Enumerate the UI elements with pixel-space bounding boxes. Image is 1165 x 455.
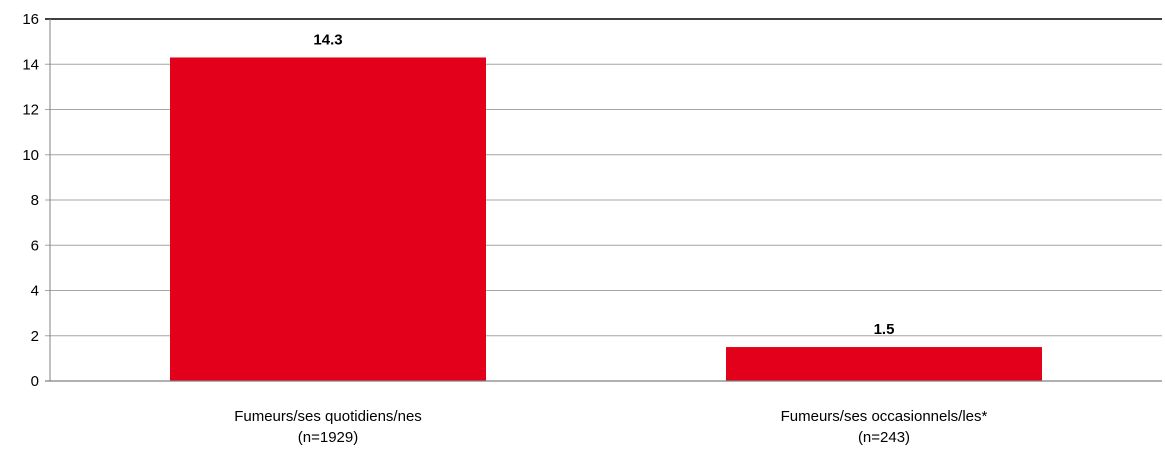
data-label: 14.3: [313, 31, 342, 48]
x-tick-label: (n=243): [858, 429, 910, 446]
x-tick-label: Fumeurs/ses quotidiens/nes: [234, 408, 422, 425]
x-axis-labels: Fumeurs/ses quotidiens/nes (n=1929) Fumeur…: [234, 408, 987, 446]
data-labels: 14.3 1.5: [313, 31, 894, 338]
bar: [170, 57, 486, 382]
axes: [45, 19, 1162, 382]
y-tick-label: 12: [22, 102, 39, 119]
y-tick-label: 10: [22, 147, 39, 164]
y-tick-label: 0: [31, 373, 39, 390]
bar: [726, 347, 1042, 381]
data-label: 1.5: [874, 321, 895, 338]
x-tick-label: (n=1929): [298, 429, 358, 446]
y-tick-label: 8: [31, 192, 39, 209]
y-axis-ticks: 0 2 4 6 8 10 12 14 16: [22, 11, 39, 390]
y-tick-label: 4: [31, 283, 39, 300]
y-tick-label: 16: [22, 11, 39, 28]
bars: [170, 57, 1042, 382]
y-tick-label: 2: [31, 328, 39, 345]
x-tick-label: Fumeurs/ses occasionnels/les*: [781, 408, 988, 425]
y-tick-label: 6: [31, 237, 39, 254]
y-tick-label: 14: [22, 56, 39, 73]
